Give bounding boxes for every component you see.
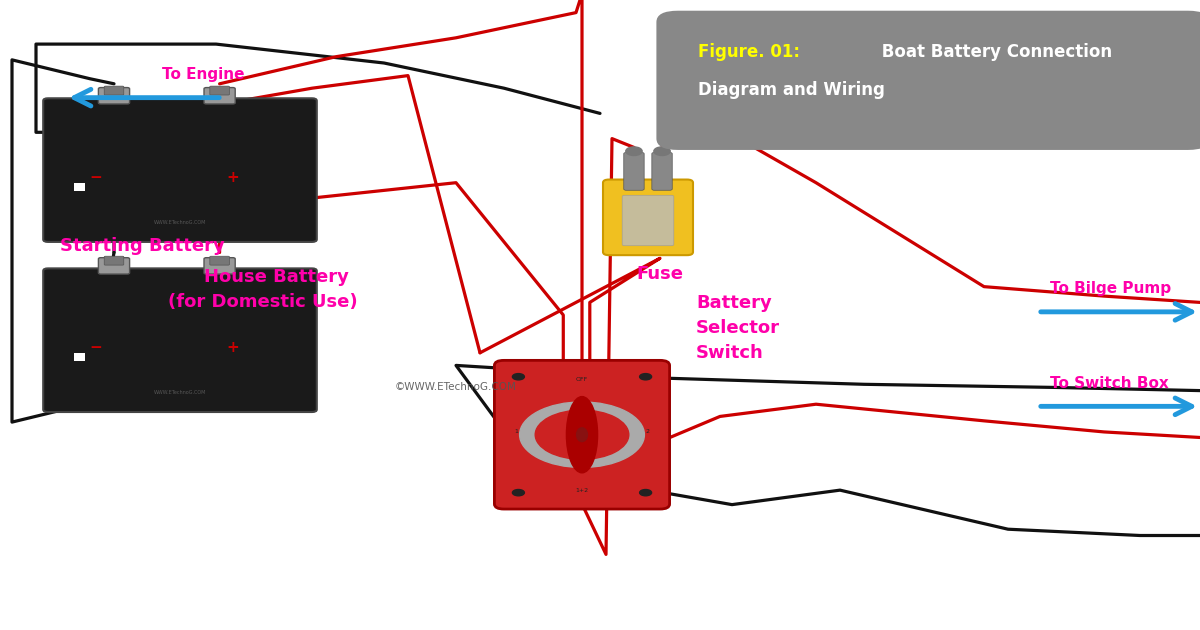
FancyBboxPatch shape bbox=[656, 11, 1200, 150]
Text: Figure. 01:: Figure. 01: bbox=[698, 43, 800, 61]
Text: WWW.ETechnoG.COM: WWW.ETechnoG.COM bbox=[154, 220, 206, 226]
FancyBboxPatch shape bbox=[204, 88, 235, 104]
Circle shape bbox=[535, 410, 629, 459]
Circle shape bbox=[520, 402, 644, 467]
Text: −: − bbox=[89, 169, 102, 185]
Ellipse shape bbox=[566, 397, 598, 472]
Circle shape bbox=[512, 490, 524, 496]
FancyBboxPatch shape bbox=[652, 152, 672, 190]
Text: House Battery: House Battery bbox=[204, 268, 349, 286]
FancyBboxPatch shape bbox=[623, 195, 674, 246]
FancyBboxPatch shape bbox=[210, 256, 229, 265]
FancyBboxPatch shape bbox=[98, 88, 130, 104]
Text: 1+2: 1+2 bbox=[576, 488, 588, 493]
FancyBboxPatch shape bbox=[210, 86, 229, 95]
FancyBboxPatch shape bbox=[624, 152, 644, 190]
FancyBboxPatch shape bbox=[43, 268, 317, 412]
Text: Boat Battery Connection: Boat Battery Connection bbox=[876, 43, 1112, 61]
Text: Starting Battery: Starting Battery bbox=[60, 237, 224, 255]
Text: OFF: OFF bbox=[576, 377, 588, 382]
Text: WWW.ETechnoG.COM: WWW.ETechnoG.COM bbox=[154, 391, 206, 396]
Text: Diagram and Wiring: Diagram and Wiring bbox=[698, 81, 886, 99]
FancyBboxPatch shape bbox=[204, 258, 235, 274]
Circle shape bbox=[640, 374, 652, 380]
FancyBboxPatch shape bbox=[98, 258, 130, 274]
Bar bbox=[74, 353, 85, 361]
Circle shape bbox=[512, 374, 524, 380]
Text: 1: 1 bbox=[514, 429, 518, 434]
FancyBboxPatch shape bbox=[494, 360, 670, 509]
Text: −: − bbox=[89, 340, 102, 355]
Text: 2: 2 bbox=[646, 429, 650, 434]
Ellipse shape bbox=[576, 428, 588, 442]
Text: +: + bbox=[227, 169, 239, 185]
FancyBboxPatch shape bbox=[104, 86, 124, 95]
Text: +: + bbox=[227, 340, 239, 355]
Circle shape bbox=[654, 147, 671, 156]
Text: To Bilge Pump: To Bilge Pump bbox=[1050, 281, 1171, 296]
Circle shape bbox=[640, 490, 652, 496]
Text: ©WWW.ETechnoG.COM: ©WWW.ETechnoG.COM bbox=[395, 382, 517, 392]
Text: Fuse: Fuse bbox=[636, 265, 684, 283]
Text: Battery
Selector
Switch: Battery Selector Switch bbox=[696, 294, 780, 362]
Text: To Engine: To Engine bbox=[162, 67, 245, 82]
FancyBboxPatch shape bbox=[104, 256, 124, 265]
Bar bbox=[74, 183, 85, 191]
FancyBboxPatch shape bbox=[43, 98, 317, 242]
Text: (for Domestic Use): (for Domestic Use) bbox=[168, 293, 358, 311]
Text: To Switch Box: To Switch Box bbox=[1050, 375, 1169, 391]
Circle shape bbox=[625, 147, 642, 156]
FancyBboxPatch shape bbox=[604, 180, 694, 255]
